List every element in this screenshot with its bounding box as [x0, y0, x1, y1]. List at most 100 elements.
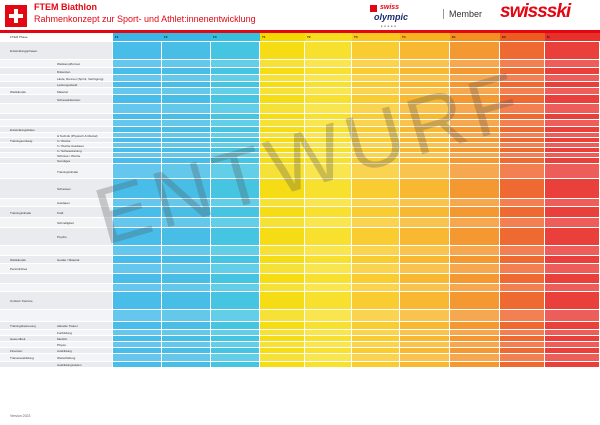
phase-cell-t2: [305, 164, 351, 178]
phase-cell-t4: [400, 148, 449, 152]
table-row: [0, 310, 600, 322]
phase-cell-e1: [450, 330, 499, 335]
table-row: Schiessdistanzen: [0, 95, 600, 104]
phase-cell-f3: [211, 199, 259, 206]
table-row: h / Schiesstraining: [0, 148, 600, 153]
phase-cell-f1: [113, 42, 161, 59]
phase-cell-f1: [113, 264, 161, 273]
phase-cell-t1: [260, 179, 304, 198]
phase-cell-t3: [352, 60, 399, 67]
phase-cell-e1: [450, 143, 499, 147]
phase-cell-e1: [450, 274, 499, 283]
phase-cell-t4: [400, 228, 449, 245]
phase-cell-e2: [500, 342, 544, 347]
phase-cell-f1: [113, 82, 161, 87]
phase-cell-f1: [113, 95, 161, 103]
phase-cell-t3: [352, 75, 399, 81]
footer-version: Version 2023: [10, 414, 31, 418]
phase-cell-f2: [162, 42, 210, 59]
phase-cell-e2: [500, 95, 544, 103]
phase-cell-f2: [162, 264, 210, 273]
phase-cell-t2: [305, 138, 351, 142]
phase-cell-t3: [352, 133, 399, 137]
phase-cell-f2: [162, 199, 210, 206]
phase-cell-t3: [352, 354, 399, 361]
phase-cell-t4: [400, 138, 449, 142]
phase-cell-t3: [352, 68, 399, 74]
phase-cell-f3: [211, 42, 259, 59]
phase-cell-t4: [400, 153, 449, 157]
phase-cell-e2: [500, 114, 544, 119]
phase-cell-e1: [450, 342, 499, 347]
phase-cell-f1: [113, 207, 161, 217]
phase-cell-f2: [162, 284, 210, 291]
phase-header-t4: T4: [400, 33, 450, 41]
phase-cell-e1: [450, 164, 499, 178]
table-row: Ausbildungsstufen: [0, 362, 600, 368]
phase-cell-t1: [260, 164, 304, 178]
phase-cell-t1: [260, 127, 304, 132]
phase-cell-t2: [305, 158, 351, 163]
phase-cell-t1: [260, 133, 304, 137]
phase-cell-f2: [162, 143, 210, 147]
phase-cell-f2: [162, 104, 210, 113]
phase-cell-t2: [305, 310, 351, 321]
phase-cell-e2: [500, 284, 544, 291]
phase-cell-f2: [162, 153, 210, 157]
phase-cell-f2: [162, 95, 210, 103]
row-category-label: Trainingsumfang: [10, 138, 33, 143]
phase-cell-e2: [500, 348, 544, 353]
row-sub-label: Material: [57, 89, 68, 94]
phase-cell-f3: [211, 164, 259, 178]
phase-cell-t2: [305, 153, 351, 157]
phase-cell-e1: [450, 153, 499, 157]
phase-cell-e1: [450, 199, 499, 206]
phase-cell-t3: [352, 228, 399, 245]
phase-cell-e2: [500, 322, 544, 329]
phase-cell-m: [545, 179, 599, 198]
phase-cell-f1: [113, 88, 161, 94]
phase-cell-t4: [400, 42, 449, 59]
phase-header-t2: T2: [305, 33, 352, 41]
phase-cell-t1: [260, 158, 304, 163]
phase-cell-t1: [260, 330, 304, 335]
phase-cell-e2: [500, 246, 544, 255]
phase-cell-f1: [113, 148, 161, 152]
phase-cell-f3: [211, 264, 259, 273]
phase-cell-t1: [260, 348, 304, 353]
phase-cell-f1: [113, 284, 161, 291]
phase-cell-t4: [400, 199, 449, 206]
table-row: Fortbildung: [0, 330, 600, 336]
phase-cell-t3: [352, 246, 399, 255]
phase-cell-t2: [305, 104, 351, 113]
row-category-label: Entwicklungsfokus: [10, 128, 35, 132]
table-row: h / Woche Ausdauer: [0, 143, 600, 148]
phase-cell-e1: [450, 218, 499, 227]
phase-cell-m: [545, 274, 599, 283]
table-row: Schüsse / Woche: [0, 153, 600, 158]
phase-cell-t3: [352, 256, 399, 263]
phase-cell-t2: [305, 354, 351, 361]
phase-cell-f2: [162, 179, 210, 198]
phase-cell-f1: [113, 75, 161, 81]
phase-cell-t3: [352, 164, 399, 178]
phase-cell-e1: [450, 158, 499, 163]
phase-cell-f3: [211, 322, 259, 329]
phase-cell-t4: [400, 354, 449, 361]
row-sub-label: Kraft: [57, 210, 64, 215]
table-row: Psyche: [0, 228, 600, 246]
phase-cell-m: [545, 158, 599, 163]
phase-cell-f2: [162, 218, 210, 227]
phase-cell-t4: [400, 179, 449, 198]
phase-cell-t4: [400, 104, 449, 113]
phase-cell-f1: [113, 199, 161, 206]
phase-cell-t2: [305, 120, 351, 126]
phase-cell-f3: [211, 256, 259, 263]
phase-cell-f2: [162, 336, 210, 341]
phase-cell-t3: [352, 199, 399, 206]
phase-cell-t1: [260, 322, 304, 329]
phase-cell-t1: [260, 292, 304, 309]
table-row: Sonstiges: [0, 158, 600, 164]
phase-cell-m: [545, 246, 599, 255]
phase-cell-f1: [113, 158, 161, 163]
